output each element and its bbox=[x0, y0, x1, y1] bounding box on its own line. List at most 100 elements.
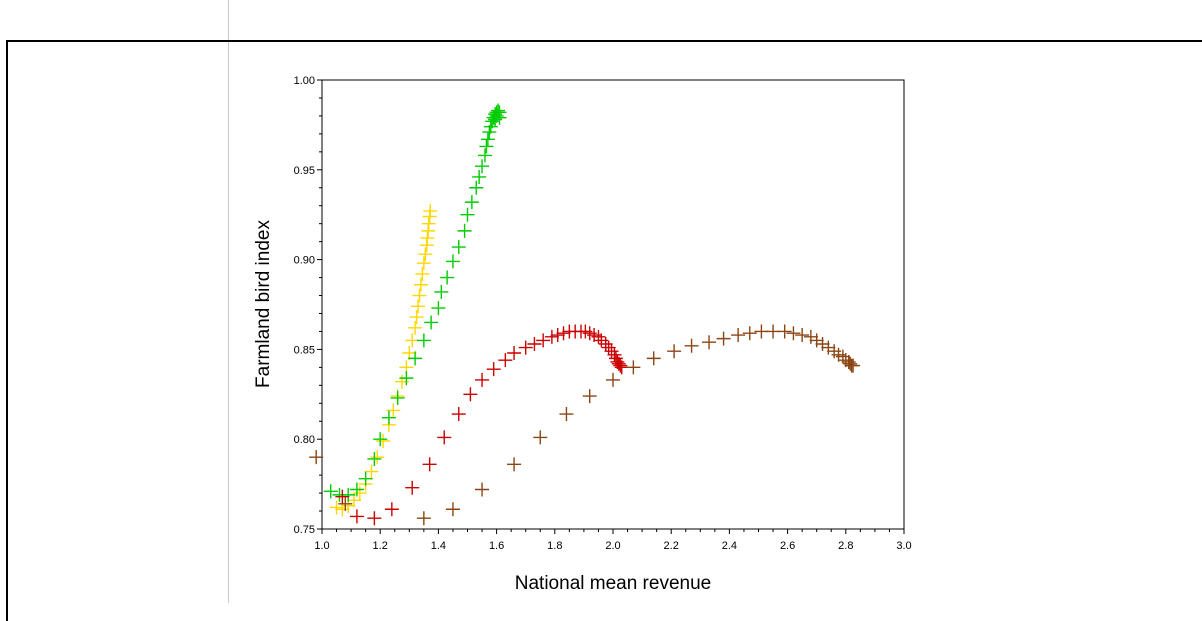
data-point bbox=[483, 119, 498, 134]
x-tick-label: 1.2 bbox=[373, 540, 388, 552]
x-tick-label: 2.8 bbox=[838, 540, 853, 552]
x-tick-label: 1.8 bbox=[547, 540, 562, 552]
data-point bbox=[416, 333, 431, 348]
data-point bbox=[550, 328, 565, 343]
data-point bbox=[440, 270, 455, 285]
data-point bbox=[415, 266, 430, 281]
data-point bbox=[338, 496, 353, 511]
series-1 bbox=[323, 103, 507, 502]
data-point bbox=[606, 372, 620, 387]
x-tick-label: 2.4 bbox=[722, 540, 737, 552]
data-point bbox=[373, 432, 388, 447]
page-margin-guide bbox=[228, 0, 229, 603]
data-point bbox=[349, 509, 364, 524]
y-tick-label: 0.85 bbox=[294, 344, 315, 356]
data-point bbox=[598, 337, 613, 352]
data-point bbox=[544, 329, 559, 344]
data-point bbox=[367, 451, 382, 466]
data-point bbox=[416, 511, 431, 526]
data-point bbox=[475, 159, 490, 174]
data-point bbox=[386, 403, 401, 418]
data-point bbox=[451, 407, 466, 422]
x-tick-label: 1.6 bbox=[489, 540, 504, 552]
data-point bbox=[491, 103, 506, 118]
data-point bbox=[626, 360, 641, 375]
data-point bbox=[405, 480, 420, 495]
data-point bbox=[667, 344, 682, 359]
data-point bbox=[445, 254, 460, 269]
data-point bbox=[408, 351, 423, 366]
data-point bbox=[420, 231, 435, 246]
data-point bbox=[451, 240, 466, 255]
y-tick-label: 0.75 bbox=[294, 524, 315, 536]
y-tick-label: 0.80 bbox=[294, 434, 315, 446]
data-point bbox=[821, 340, 836, 355]
data-point bbox=[559, 407, 574, 422]
x-tick-label: 1.0 bbox=[314, 540, 329, 552]
data-point bbox=[815, 337, 830, 352]
data-point bbox=[591, 329, 606, 344]
y-tick-label: 0.90 bbox=[294, 255, 315, 267]
data-point bbox=[477, 148, 492, 163]
data-point bbox=[399, 371, 414, 386]
y-tick-label: 1.00 bbox=[294, 75, 315, 87]
plot-area-frame bbox=[321, 79, 905, 530]
series-0 bbox=[329, 204, 438, 517]
data-point bbox=[424, 315, 439, 330]
page-frame bbox=[6, 40, 1202, 621]
data-point bbox=[835, 349, 850, 364]
x-axis: 1.0 1.2 1.4 1.6 1.8 2.0 2.2 2.4 2.6 2.8 3.0 bbox=[314, 529, 912, 552]
data-point bbox=[358, 471, 373, 486]
data-point bbox=[412, 288, 427, 303]
data-point bbox=[536, 333, 551, 348]
data-point bbox=[702, 335, 717, 350]
data-point bbox=[843, 356, 858, 371]
data-point bbox=[347, 493, 362, 508]
data-point bbox=[384, 502, 399, 517]
data-point bbox=[390, 390, 405, 405]
data-point bbox=[475, 482, 490, 497]
data-point bbox=[646, 351, 661, 366]
data-point bbox=[402, 345, 417, 360]
data-point bbox=[431, 301, 446, 316]
y-axis-title: Farmland bird index bbox=[253, 220, 274, 388]
data-point bbox=[486, 362, 501, 377]
data-point bbox=[418, 247, 433, 262]
data-point bbox=[846, 358, 861, 373]
data-point bbox=[445, 502, 460, 517]
data-point bbox=[518, 340, 533, 355]
x-axis-title: National mean revenue bbox=[515, 573, 711, 594]
series-4 bbox=[309, 450, 324, 465]
data-points bbox=[309, 103, 861, 526]
data-point bbox=[607, 347, 622, 362]
data-point bbox=[475, 372, 490, 387]
data-point bbox=[335, 502, 350, 517]
data-point bbox=[582, 389, 597, 404]
data-point bbox=[437, 430, 452, 445]
data-point bbox=[434, 284, 449, 299]
data-point bbox=[349, 482, 364, 497]
data-point bbox=[464, 195, 479, 210]
y-tick-label: 0.95 bbox=[294, 165, 315, 177]
data-point bbox=[684, 338, 699, 353]
data-point bbox=[469, 180, 484, 195]
data-point bbox=[421, 216, 436, 231]
series-2 bbox=[335, 324, 629, 526]
data-point bbox=[608, 351, 623, 366]
series-3 bbox=[338, 324, 861, 526]
data-point bbox=[786, 326, 801, 341]
data-point bbox=[335, 489, 350, 504]
data-point bbox=[413, 277, 428, 292]
data-point bbox=[742, 326, 757, 341]
data-point bbox=[376, 433, 391, 448]
data-point bbox=[731, 328, 746, 343]
data-point bbox=[423, 204, 438, 219]
data-point bbox=[613, 358, 628, 373]
x-tick-label: 2.6 bbox=[780, 540, 795, 552]
data-point bbox=[472, 169, 487, 184]
data-point bbox=[370, 450, 385, 465]
data-point bbox=[457, 223, 472, 238]
data-point bbox=[507, 457, 522, 472]
data-point bbox=[408, 320, 423, 335]
